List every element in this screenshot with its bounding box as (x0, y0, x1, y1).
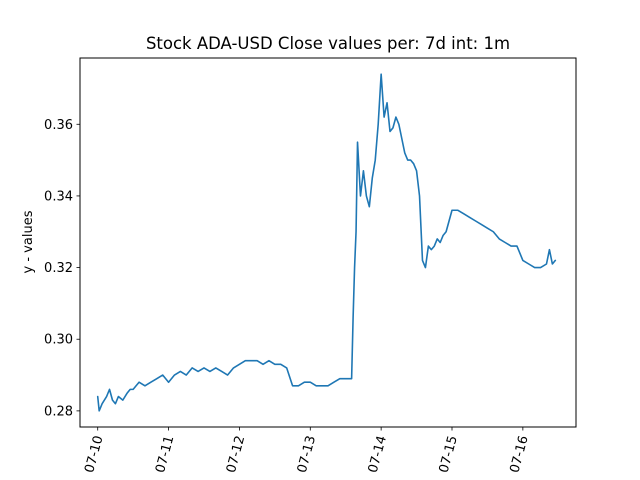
series-layer (96, 73, 557, 412)
y-tick-label: 0.32 (44, 261, 73, 276)
y-tick-label: 0.28 (44, 404, 73, 419)
y-axis-label: y - values (21, 210, 36, 273)
y-tick-label: 0.36 (44, 118, 73, 133)
y-tick-label: 0.34 (44, 189, 73, 204)
series-line-0 (96, 73, 557, 412)
y-axis: 0.28 0.30 0.32 0.34 0.36 (44, 118, 80, 419)
y-tick-label: 0.30 (44, 333, 73, 348)
plot-area-frame (79, 57, 577, 428)
chart-title: Stock ADA-USD Close values per: 7d int: … (146, 34, 510, 53)
